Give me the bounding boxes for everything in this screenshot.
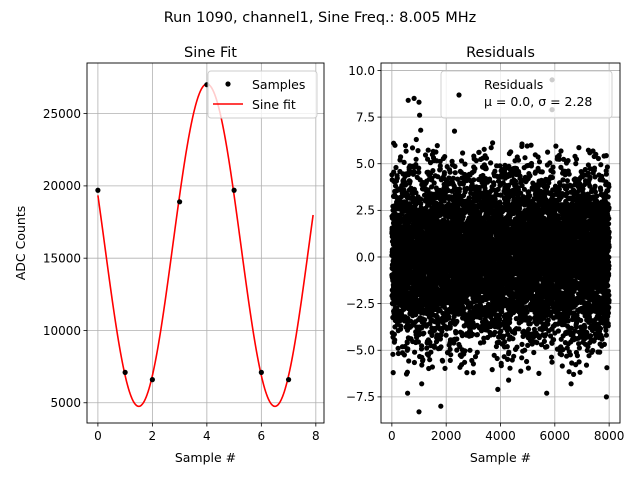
- residuals-x-tick-label: 8000: [594, 429, 625, 443]
- sample-point: [177, 199, 183, 205]
- sine-fit-grid: [87, 63, 324, 423]
- sample-point: [95, 187, 101, 193]
- residuals-plot-frame: [380, 62, 621, 424]
- sine-fit-y-tick-label: 25000: [43, 107, 81, 121]
- sine-fit-legend: Samples Sine fit: [207, 70, 318, 119]
- sine-fit-x-axis-label: Sample #: [175, 450, 236, 465]
- sine-fit-y-tick-label: 10000: [43, 324, 81, 338]
- sample-point: [285, 377, 292, 383]
- sine-fit-y-tick-label: 15000: [43, 251, 81, 265]
- residuals-x-tick-label: 2000: [431, 429, 462, 443]
- residuals-x-axis-ticks: 0 2000 4000 6000 8000: [388, 423, 624, 443]
- residuals-y-axis-ticks: −7.5 −5.0 −2.5 0.0 2.5 5.0 7.5 10.0: [346, 64, 381, 404]
- sine-fit-legend-box: [207, 70, 318, 119]
- residual-points: [389, 77, 612, 415]
- sine-fit-x-tick-label: 6: [258, 429, 266, 443]
- legend-samples-marker: [225, 81, 231, 87]
- legend-samples-label: Samples: [252, 77, 305, 92]
- residuals-y-tick-label: −5.0: [346, 344, 375, 358]
- residuals-x-tick-label: 4000: [485, 429, 516, 443]
- residuals-y-tick-label: 5.0: [356, 157, 375, 171]
- residuals-x-tick-label: 6000: [540, 429, 571, 443]
- sample-point: [149, 377, 155, 383]
- residuals-y-tick-label: 10.0: [348, 64, 375, 78]
- figure-title: Run 1090, channel1, Sine Freq.: 8.005 MH…: [164, 10, 477, 26]
- residuals-y-tick-label: −7.5: [346, 390, 375, 404]
- residuals-panel: Residuals 0 2000 4000 6000 8000 −7.5 −5.0 −2.5…: [346, 45, 625, 465]
- sample-point: [258, 369, 264, 375]
- sine-fit-samples-group: [95, 82, 292, 383]
- sine-fit-x-axis-ticks: 0 2 4 6 8: [94, 423, 320, 443]
- sine-fit-x-tick-label: 4: [203, 429, 211, 443]
- residuals-title: Residuals: [466, 45, 535, 61]
- sample-point: [122, 369, 128, 375]
- sine-fit-y-axis-ticks: 5000 10000 15000 20000 25000: [43, 107, 87, 410]
- residuals-y-tick-label: 0.0: [356, 250, 375, 264]
- legend-residuals-marker: [456, 92, 462, 98]
- residuals-y-tick-label: −2.5: [346, 297, 375, 311]
- residuals-points-group: [389, 77, 612, 415]
- legend-residuals-label: Residuals: [484, 77, 543, 92]
- residuals-legend-box: [440, 70, 613, 119]
- residuals-x-tick-label: 0: [388, 429, 396, 443]
- sine-fit-y-tick-label: 5000: [50, 396, 81, 410]
- sample-point: [231, 187, 237, 193]
- sine-fit-x-tick-label: 8: [312, 429, 320, 443]
- sine-fit-x-tick-label: 2: [149, 429, 157, 443]
- residuals-y-tick-label: 7.5: [356, 110, 375, 124]
- sine-fit-y-tick-label: 20000: [43, 179, 81, 193]
- sine-fit-y-axis-label: ADC Counts: [13, 206, 28, 281]
- legend-sine-fit-label: Sine fit: [252, 97, 296, 112]
- residuals-y-tick-label: 2.5: [356, 204, 375, 218]
- legend-residuals-stats: μ = 0.0, σ = 2.28: [484, 94, 592, 109]
- sine-fit-title: Sine Fit: [184, 45, 237, 61]
- residuals-x-axis-label: Sample #: [470, 450, 531, 465]
- sine-fit-plot-frame: [86, 62, 325, 424]
- residuals-legend: Residuals μ = 0.0, σ = 2.28: [440, 70, 613, 119]
- sine-fit-x-tick-label: 0: [94, 429, 102, 443]
